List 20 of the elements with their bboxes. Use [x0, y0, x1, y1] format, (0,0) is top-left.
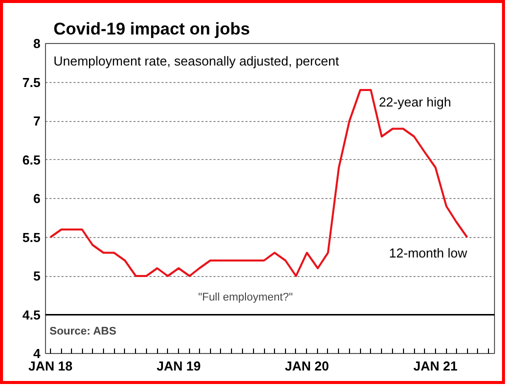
y-tick-label: 4.5 — [22, 307, 41, 322]
y-tick-label: 5 — [33, 268, 41, 284]
x-tick-label: JAN 21 — [413, 358, 458, 374]
y-tick-label: 4 — [33, 346, 42, 361]
y-tick-label: 7.5 — [22, 74, 41, 90]
x-tick-label: JAN 20 — [284, 358, 329, 374]
annotation: "Full employment?" — [198, 292, 293, 304]
y-tick-label: 5.5 — [22, 230, 41, 245]
annotation: 12-month low — [389, 245, 468, 260]
x-tick-label: JAN 19 — [156, 358, 201, 374]
y-tick-label: 6.5 — [22, 152, 41, 168]
y-tick-label: 6 — [33, 191, 41, 206]
y-tick-label: 7 — [33, 114, 41, 128]
annotation: 22-year high — [378, 94, 452, 110]
annotation: Source: ABS — [50, 326, 116, 338]
y-tick-label: 8 — [33, 36, 41, 51]
line-series — [49, 89, 468, 277]
x-tick-label: JAN 18 — [28, 358, 72, 374]
chart-title: Covid-19 impact on jobs — [54, 20, 250, 38]
text: Unemployment rate, seasonally adjusted, percent — [54, 54, 340, 68]
